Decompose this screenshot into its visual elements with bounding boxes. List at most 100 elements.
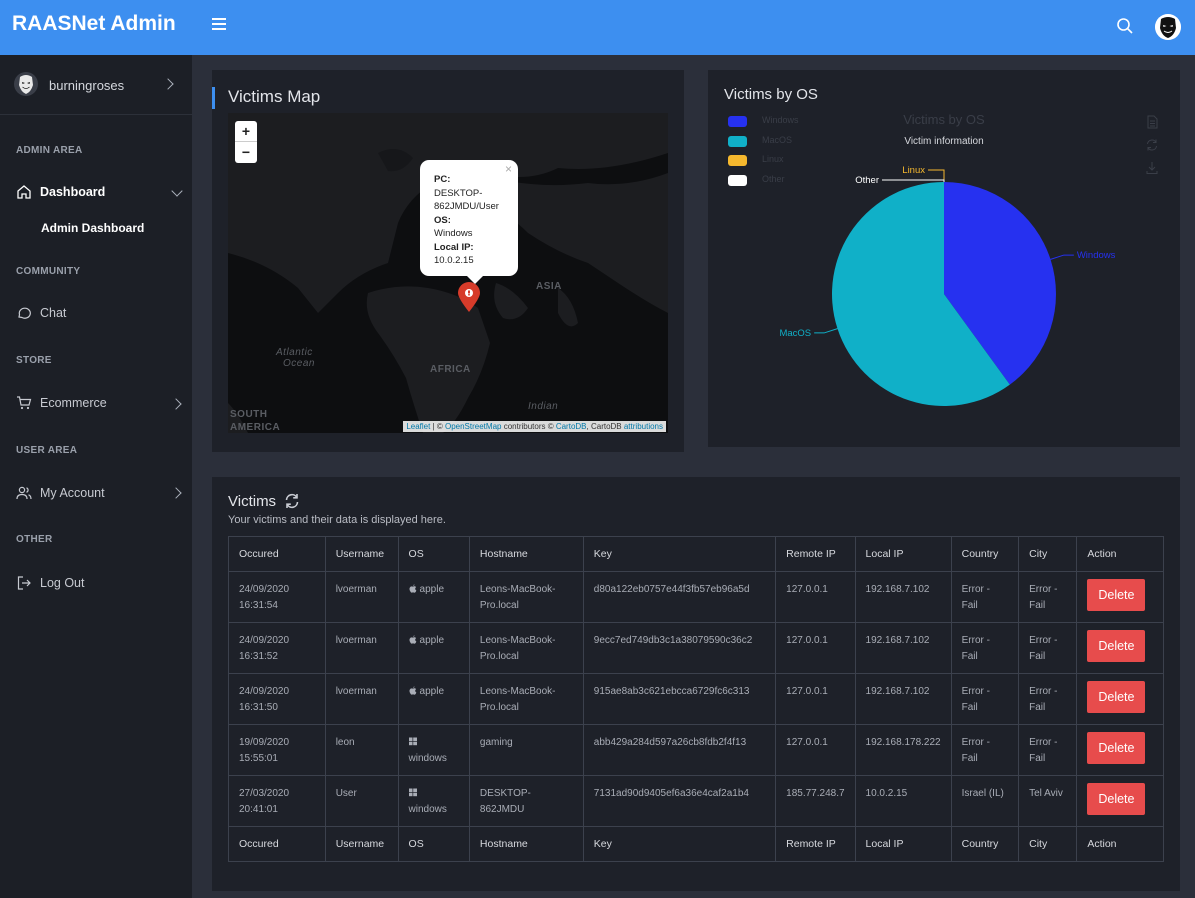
column-footer: Country xyxy=(950,826,1020,862)
windows-icon xyxy=(408,737,417,746)
cell-remote-ip: 127.0.0.1 xyxy=(775,622,856,674)
column-footer: OS xyxy=(397,826,470,862)
cell-remote-ip: 127.0.0.1 xyxy=(775,724,856,776)
pie-label-macos: MacOS xyxy=(779,328,811,339)
cell-action: Delete xyxy=(1076,724,1164,776)
legend-label: Other xyxy=(762,173,785,184)
sidebar-item-label: Dashboard xyxy=(40,185,106,199)
user-avatar[interactable] xyxy=(1155,14,1181,40)
shopping-cart-icon xyxy=(17,396,32,410)
hamburger-menu-icon[interactable] xyxy=(212,18,226,30)
map-label-south: SOUTH xyxy=(230,409,268,420)
delete-button[interactable]: Delete xyxy=(1087,579,1146,611)
victims-map[interactable]: ASIA AFRICA Atlantic Ocean SOUTH AMERICA… xyxy=(228,113,668,433)
cell-username: leon xyxy=(324,724,399,776)
sidebar-item-my-account[interactable]: My Account xyxy=(0,478,192,508)
sidebar: burningroses ADMIN AREA Dashboard Admin … xyxy=(0,55,192,898)
leaflet-link[interactable]: Leaflet xyxy=(406,422,431,431)
cell-hostname: Leons-MacBook- Pro.local xyxy=(468,571,584,623)
section-community: COMMUNITY xyxy=(16,266,81,277)
cell-action: Delete xyxy=(1076,673,1164,725)
attribution-contrib: contributors © xyxy=(501,422,556,431)
chat-bubble-icon xyxy=(18,307,31,319)
sidebar-item-ecommerce[interactable]: Ecommerce xyxy=(0,388,192,418)
sidebar-item-logout[interactable]: Log Out xyxy=(0,568,192,598)
column-footer: Key xyxy=(582,826,777,862)
delete-button[interactable]: Delete xyxy=(1087,783,1146,815)
victims-title: Victims xyxy=(228,493,277,510)
pie-slice-windows[interactable] xyxy=(944,182,1056,385)
users-icon xyxy=(16,486,32,500)
sidebar-item-dashboard[interactable]: Dashboard xyxy=(0,177,192,207)
cell-hostname: Leons-MacBook- Pro.local xyxy=(468,622,584,674)
legend-label: MacOS xyxy=(762,134,793,145)
cell-username: User xyxy=(324,775,399,827)
victims-table: Occured Username OS Hostname Key Remote … xyxy=(228,536,1164,862)
download-icon[interactable] xyxy=(1145,161,1159,175)
table-row: 24/09/2020 16:31:50 lvoerman apple Leons-Mac… xyxy=(228,673,1164,725)
column-footer: Remote IP xyxy=(775,826,856,862)
column-header: Occured xyxy=(228,536,326,572)
column-footer: Occured xyxy=(228,826,326,862)
delete-button[interactable]: Delete xyxy=(1087,732,1146,764)
sidebar-user-row[interactable]: burningroses xyxy=(0,55,192,115)
cell-local-ip: 10.0.2.15 xyxy=(854,775,952,827)
map-label-asia: ASIA xyxy=(536,281,562,292)
column-header: Remote IP xyxy=(775,536,856,572)
cell-local-ip: 192.168.7.102 xyxy=(854,673,952,725)
cell-local-ip: 192.168.7.102 xyxy=(854,622,952,674)
popup-tip xyxy=(466,275,484,284)
refresh-icon[interactable] xyxy=(1145,138,1159,152)
cartodb-link[interactable]: CartoDB xyxy=(555,422,587,431)
osm-link[interactable]: OpenStreetMap xyxy=(444,422,502,431)
map-marker-icon[interactable] xyxy=(456,281,482,313)
apple-icon xyxy=(409,584,416,593)
sidebar-item-admin-dashboard[interactable]: Admin Dashboard xyxy=(41,221,145,235)
sidebar-item-chat[interactable]: Chat xyxy=(0,298,192,328)
logout-icon xyxy=(17,576,31,590)
chart-watermark-title: Victims by OS xyxy=(903,112,985,127)
table-header-row: Occured Username OS Hostname Key Remote … xyxy=(228,536,1164,572)
column-header: Country xyxy=(950,536,1020,572)
popup-os-value: Windows xyxy=(434,228,473,239)
map-zoom-control: + − xyxy=(235,121,257,163)
delete-button[interactable]: Delete xyxy=(1087,681,1146,713)
zoom-in-button[interactable]: + xyxy=(235,121,257,142)
attributions-link[interactable]: attributions xyxy=(623,422,663,431)
cell-city: Error - Fail xyxy=(1018,571,1078,623)
cell-key: 915ae8ab3c621ebcca6729fc6c313 xyxy=(582,673,777,725)
popup-ip-label: Local IP: xyxy=(434,241,474,253)
column-header: Key xyxy=(582,536,777,572)
column-footer: Local IP xyxy=(854,826,952,862)
column-header: OS xyxy=(397,536,470,572)
cell-country: Error - Fail xyxy=(950,622,1020,674)
column-header: City xyxy=(1018,536,1078,572)
section-store: STORE xyxy=(16,355,52,366)
chart-subtitle: Victim information xyxy=(904,136,983,147)
legend-swatch xyxy=(728,155,747,166)
cell-country: Error - Fail xyxy=(950,571,1020,623)
cell-username: lvoerman xyxy=(324,673,399,725)
cell-action: Delete xyxy=(1076,571,1164,623)
pie-slice-macos[interactable] xyxy=(831,182,1010,407)
table-footer-row: Occured Username OS Hostname Key Remote … xyxy=(228,826,1164,862)
chevron-down-icon xyxy=(171,185,183,197)
victims-by-os-card: Victims by OS Victims by OS Victim infor… xyxy=(708,70,1180,447)
chevron-right-icon xyxy=(162,78,174,90)
cell-remote-ip: 185.77.248.7 xyxy=(775,775,856,827)
delete-button[interactable]: Delete xyxy=(1087,630,1146,662)
table-row: 24/09/2020 16:31:54 lvoerman apple Leons-Mac… xyxy=(228,571,1164,623)
refresh-icon[interactable] xyxy=(284,493,300,509)
cell-os: apple xyxy=(397,571,470,623)
top-header: RAASNet Admin xyxy=(0,0,1195,55)
cell-action: Delete xyxy=(1076,622,1164,674)
victims-map-card: Victims Map ASIA AFRICA Atlantic Ocean S… xyxy=(212,70,684,452)
map-label-atlantic: Atlantic xyxy=(276,347,313,358)
column-header: Local IP xyxy=(854,536,952,572)
search-icon[interactable] xyxy=(1116,17,1134,35)
document-icon[interactable] xyxy=(1145,115,1159,129)
popup-close-icon[interactable]: × xyxy=(504,162,512,176)
zoom-out-button[interactable]: − xyxy=(241,144,251,160)
cell-occured: 24/09/2020 16:31:52 xyxy=(228,622,326,674)
column-footer: City xyxy=(1018,826,1078,862)
